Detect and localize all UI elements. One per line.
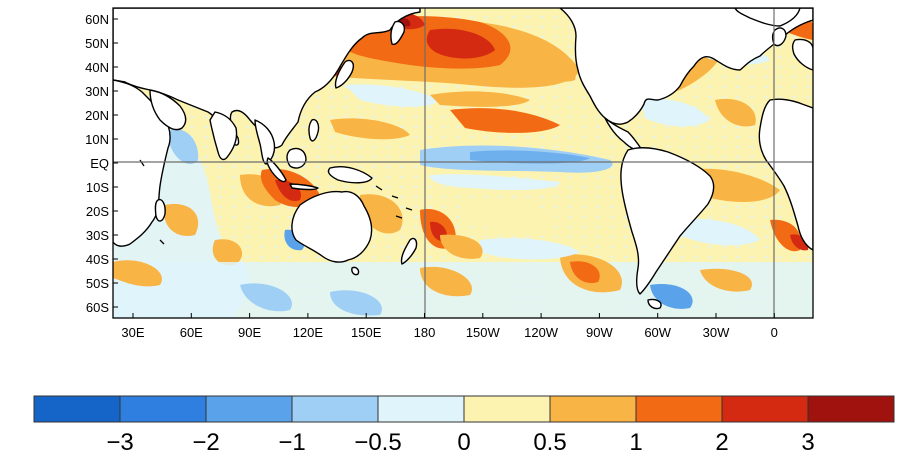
lat-tick-label: 30S — [86, 228, 109, 243]
colorbar-bins — [33, 395, 895, 423]
colorbar-tick-label: 0.5 — [533, 429, 566, 456]
lat-tick-label: 60N — [85, 12, 109, 27]
longitude-axis: 30E 60E 90E 120E 150E 180 150W 120W 90W 60W 30W 0 — [121, 313, 778, 340]
colorbar-bin — [119, 395, 207, 423]
lat-tick-label: 30N — [85, 84, 109, 99]
colorbar-bin — [635, 395, 723, 423]
colorbar-tick-label: 0 — [457, 429, 470, 456]
colorbar-tick-label: −1 — [278, 429, 305, 456]
colorbar-canvas: −3 −2 −1 −0.5 0 0.5 1 2 3 — [33, 395, 895, 456]
islands — [139, 159, 413, 245]
lon-tick-label: 60E — [180, 325, 203, 340]
lon-tick-label: 30E — [121, 325, 144, 340]
lon-tick-label: 120W — [524, 325, 559, 340]
lat-tick-label: 60S — [86, 300, 109, 315]
lat-tick-label: 50N — [85, 36, 109, 51]
lon-tick-label: 90E — [238, 325, 261, 340]
map-canvas: 60N 50N 40N 30N 20N 10N EQ 10S 20S 30S 40S 50S 60S 3… — [85, 7, 814, 340]
colorbar-bin — [549, 395, 637, 423]
colorbar-bin — [807, 395, 895, 423]
colorbar-bin — [291, 395, 379, 423]
lon-tick-label: 120E — [293, 325, 324, 340]
colorbar-tick-label: 1 — [629, 429, 642, 456]
colorbar: −3 −2 −1 −0.5 0 0.5 1 2 3 — [0, 380, 922, 467]
lon-tick-label: 150E — [351, 325, 382, 340]
anomaly-field — [113, 8, 813, 318]
lon-tick-label: 0 — [771, 325, 778, 340]
colorbar-labels: −3 −2 −1 −0.5 0 0.5 1 2 3 — [106, 429, 814, 456]
lon-tick-label: 60W — [644, 325, 671, 340]
colorbar-bin — [463, 395, 551, 423]
lat-tick-label: 50S — [86, 276, 109, 291]
colorbar-tick-label: 2 — [715, 429, 728, 456]
lon-tick-label: 180 — [414, 325, 436, 340]
lat-tick-label: 40S — [86, 252, 109, 267]
lon-tick-label: 90W — [586, 325, 613, 340]
colorbar-bin — [377, 395, 465, 423]
lat-tick-label: 40N — [85, 60, 109, 75]
lat-tick-label: 20S — [86, 204, 109, 219]
colorbar-tick-label: 3 — [801, 429, 814, 456]
colorbar-tick-label: −3 — [106, 429, 133, 456]
lon-tick-label: 150W — [466, 325, 501, 340]
colorbar-tick-label: −2 — [192, 429, 219, 456]
landmasses — [113, 8, 813, 310]
colorbar-bin — [205, 395, 293, 423]
lat-tick-label: 10S — [86, 180, 109, 195]
lat-tick-label: EQ — [90, 156, 109, 171]
colorbar-bin — [33, 395, 121, 423]
lat-tick-label: 20N — [85, 108, 109, 123]
colorbar-bin — [721, 395, 809, 423]
sst-anomaly-map: 60N 50N 40N 30N 20N 10N EQ 10S 20S 30S 40S 50S 60S 3… — [85, 7, 814, 340]
colorbar-tick-label: −0.5 — [354, 429, 401, 456]
lat-tick-label: 10N — [85, 132, 109, 147]
lon-tick-label: 30W — [703, 325, 730, 340]
latitude-axis: 60N 50N 40N 30N 20N 10N EQ 10S 20S 30S 40S 50S 60S — [85, 12, 118, 315]
